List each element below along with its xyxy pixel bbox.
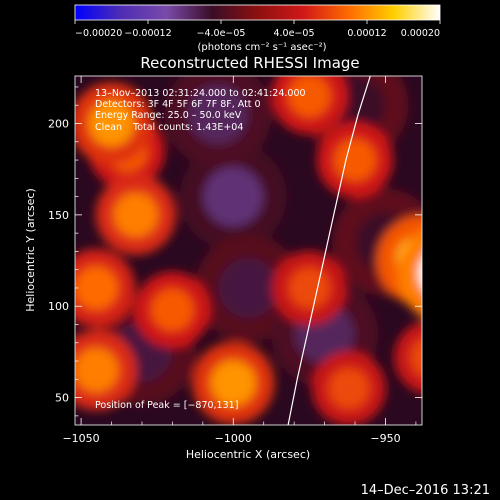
source-halo: [479, 186, 500, 272]
bright-source: [328, 367, 370, 410]
colorbar-tick-label: −4.0e−05: [197, 28, 246, 39]
source-halo: [482, 47, 500, 127]
colorbar-tick-label: 0.00012: [347, 28, 386, 39]
source-halo: [496, 89, 500, 173]
y-tick-label: 150: [48, 209, 69, 222]
negative-region: [462, 152, 500, 211]
bright-source: [288, 267, 330, 309]
y-tick-label: 200: [48, 118, 69, 131]
bright-source: [210, 360, 257, 406]
bright-source: [455, 385, 498, 428]
negative-region-halo: [439, 129, 500, 236]
bright-source: [418, 260, 422, 286]
colorbar-strip: [74, 4, 441, 21]
annotation-peak-position: Position of Peak = [−870,131]: [95, 400, 238, 411]
x-axis-label: Heliocentric X (arcsec): [186, 448, 310, 461]
source-halo: [438, 368, 500, 446]
colorbar: −0.00020 −0.00012 −4.0e−05 4.0e−05 0.00012 0.…: [74, 4, 441, 53]
chart-title: Reconstructed RHESSI Image: [140, 54, 359, 72]
x-tick-label: −1050: [62, 432, 99, 445]
source-halo: [397, 230, 422, 317]
bright-source: [151, 288, 194, 332]
colorbar-tick-label: 4.0e−05: [273, 28, 314, 39]
colorbar-unit-label: (photons cm⁻² s⁻¹ asec⁻²): [197, 42, 326, 53]
bright-source: [333, 138, 377, 182]
footer-timestamp: 14–Dec–2016 13:21: [361, 483, 490, 498]
bright-source: [410, 338, 422, 376]
y-axis-ticks: 50 100 150 200: [48, 86, 422, 417]
colorbar-ticks: −0.00020 −0.00012 −4.0e−05 4.0e−05 0.00012 0.…: [74, 20, 441, 39]
y-axis-label: Heliocentric Y (arcsec): [24, 188, 37, 312]
plot-annotations: 13–Nov–2013 02:31:24.000 to 02:41:24.000…: [95, 88, 306, 411]
source-halo: [394, 321, 422, 394]
bright-source: [75, 347, 119, 393]
annotation-total-counts: Total counts: 1.43E+04: [132, 122, 243, 133]
annotation-detectors: Detectors: 3F 4F 5F 6F 7F 8F, Att 0: [95, 99, 261, 110]
y-tick-label: 50: [55, 392, 69, 405]
bright-source: [444, 280, 497, 333]
x-axis-ticks: −1050−1000−950−900: [62, 76, 417, 445]
plot-frame: [74, 75, 423, 426]
annotation-energy-range: Energy Range: 25.0 – 50.0 keV: [95, 110, 242, 121]
negative-region: [188, 84, 248, 145]
annotation-method: Clean: [95, 122, 122, 133]
bright-source: [113, 192, 159, 238]
bright-source: [288, 76, 331, 118]
x-tick-label: −1000: [215, 432, 252, 445]
solar-limb-curve: [287, 76, 371, 425]
bright-source: [88, 100, 135, 147]
heatmap-image: [75, 47, 500, 446]
source-halo: [423, 259, 500, 354]
negative-region: [218, 258, 279, 318]
negative-region: [203, 166, 263, 227]
y-tick-label: 100: [48, 300, 69, 313]
colorbar-tick-label: −0.00020: [75, 28, 122, 39]
bright-source: [75, 266, 118, 310]
annotation-time-range: 13–Nov–2013 02:31:24.000 to 02:41:24.000: [95, 88, 306, 99]
colorbar-tick-label: −0.00012: [124, 28, 171, 39]
x-tick-label: −950: [370, 432, 400, 445]
colorbar-tick-label: 0.00020: [401, 28, 440, 39]
